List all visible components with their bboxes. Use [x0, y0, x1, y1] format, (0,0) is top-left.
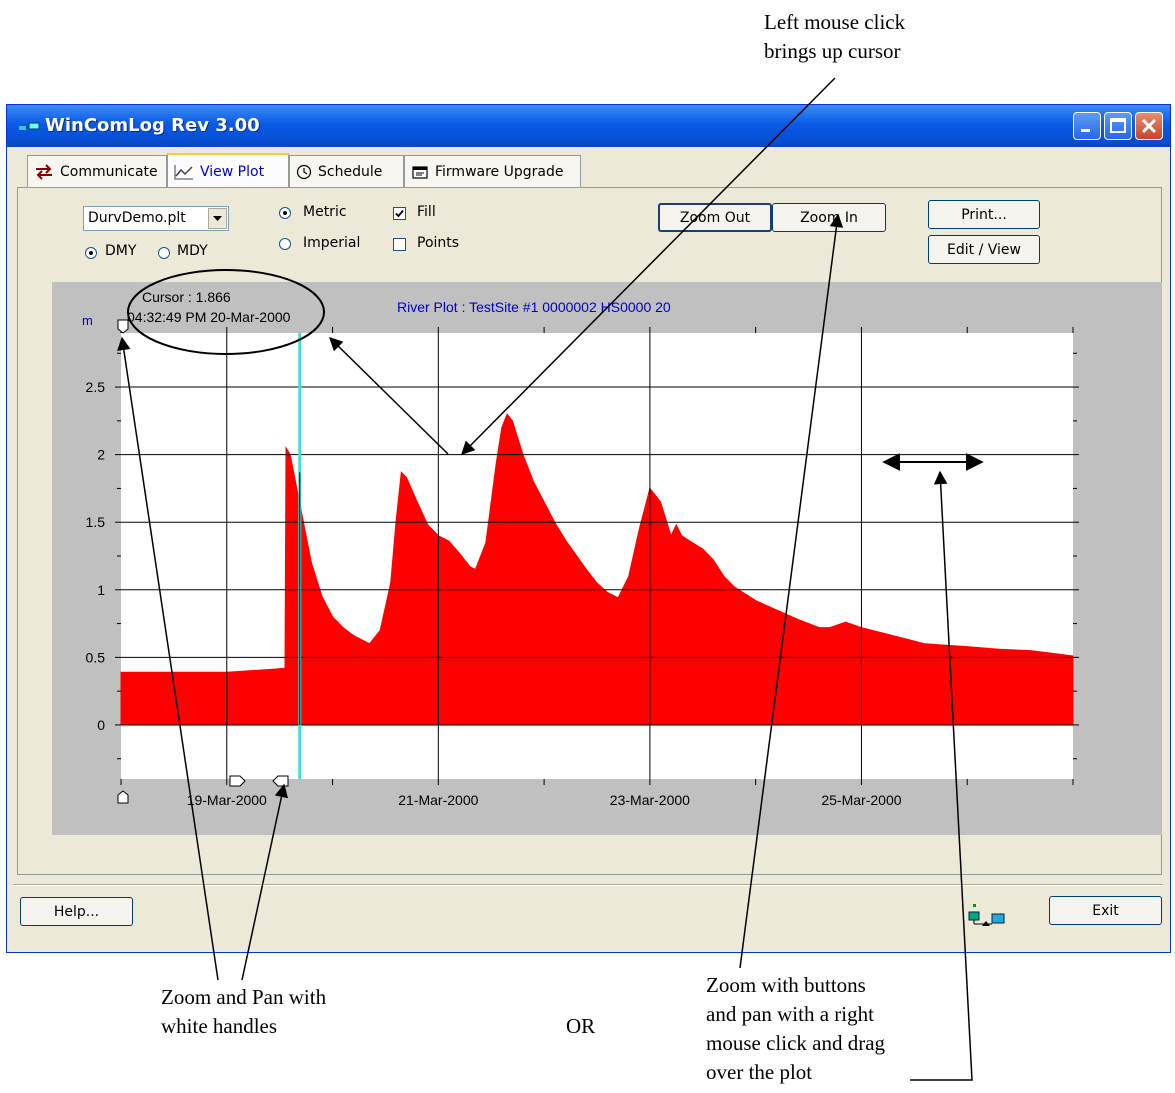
annotation-line: over the plot	[706, 1058, 885, 1087]
annotation-line: and pan with a right	[706, 1000, 885, 1029]
tab-label: Firmware Upgrade	[435, 164, 563, 180]
annotation-line: Left mouse click	[764, 8, 905, 37]
y-tick-label: 1.5	[86, 514, 106, 530]
checkmark-icon	[394, 208, 405, 219]
x-tick-label: 25-Mar-2000	[821, 792, 901, 808]
fill-label: Fill	[417, 204, 436, 220]
cursor-time-readout: 04:32:49 PM 20-Mar-2000	[127, 309, 291, 325]
cursor-value-readout: Cursor : 1.866	[142, 289, 231, 305]
river-plot-chart[interactable]: 0 0.5 1 1.5 2 2.5 19-Mar-2000 21-Mar-2000 23-Mar…	[52, 282, 1162, 835]
mdy-label: MDY	[177, 243, 208, 259]
network-status-icon	[967, 900, 1007, 928]
file-select-value: DurvDemo.plt	[88, 210, 186, 226]
chevron-down-icon	[209, 209, 226, 228]
fill-checkbox[interactable]	[393, 207, 406, 220]
metric-label: Metric	[303, 204, 347, 220]
minimize-button[interactable]	[1073, 112, 1101, 140]
dmy-label: DMY	[105, 243, 136, 259]
minimize-icon	[1074, 113, 1100, 139]
annotation-cursor-note: Left mouse click brings up cursor	[764, 8, 905, 66]
plot-area[interactable]: 0 0.5 1 1.5 2 2.5 19-Mar-2000 21-Mar-2000 23-Mar…	[52, 282, 1162, 835]
mdy-radio[interactable]	[158, 247, 170, 259]
annotation-handles-note: Zoom and Pan with white handles	[161, 983, 326, 1041]
annotation-line: brings up cursor	[764, 37, 905, 66]
tab-schedule[interactable]: Schedule	[289, 155, 404, 187]
status-separator	[13, 884, 1163, 886]
annotation-zoom-note: Zoom with buttons and pan with a right m…	[706, 971, 885, 1087]
close-button[interactable]	[1135, 112, 1163, 140]
points-checkbox[interactable]	[393, 238, 406, 251]
line-graph-icon	[174, 164, 194, 180]
app-logo-icon	[17, 117, 43, 135]
annotation-line: Zoom with buttons	[706, 971, 885, 1000]
y-tick-label: 0	[97, 717, 105, 733]
chart-title: River Plot : TestSite #1 0000002 HS0000 …	[397, 299, 671, 315]
y-tick-label: 2.5	[86, 379, 106, 395]
file-select[interactable]: DurvDemo.plt	[83, 206, 229, 231]
metric-radio[interactable]	[279, 207, 291, 219]
annotation-line: mouse click and drag	[706, 1029, 885, 1058]
annotation-line: white handles	[161, 1012, 326, 1041]
annotation-or: OR	[566, 1012, 595, 1041]
tab-label: Communicate	[60, 164, 158, 180]
y-tick-label: 0.5	[86, 649, 106, 665]
y-min-handle[interactable]	[118, 791, 128, 803]
imperial-radio[interactable]	[279, 238, 291, 250]
x-tick-label: 23-Mar-2000	[610, 792, 690, 808]
exit-button[interactable]: Exit	[1049, 896, 1162, 925]
title-bar[interactable]: WinComLog Rev 3.00	[7, 105, 1170, 147]
clock-icon	[296, 164, 312, 180]
points-label: Points	[417, 235, 459, 251]
transfer-arrows-icon	[34, 164, 54, 180]
x-tick-label: 21-Mar-2000	[398, 792, 478, 808]
y-axis-label: m	[82, 313, 93, 328]
tab-label: Schedule	[318, 164, 382, 180]
close-icon	[1136, 113, 1162, 139]
tab-communicate[interactable]: Communicate	[27, 155, 167, 187]
dmy-radio[interactable]	[85, 247, 97, 259]
tab-view-plot[interactable]: View Plot	[167, 153, 289, 188]
chip-icon	[411, 164, 429, 180]
help-button[interactable]: Help...	[20, 897, 133, 926]
edit-view-button[interactable]: Edit / View	[928, 235, 1040, 264]
maximize-button[interactable]	[1104, 112, 1132, 140]
file-select-dropdown-button[interactable]	[208, 208, 227, 229]
tab-firmware-upgrade[interactable]: Firmware Upgrade	[404, 155, 581, 187]
y-tick-label: 2	[97, 447, 105, 463]
y-max-handle[interactable]	[118, 320, 128, 333]
imperial-label: Imperial	[303, 235, 360, 251]
zoom-in-button[interactable]: Zoom In	[772, 203, 886, 232]
window-title: WinComLog Rev 3.00	[45, 115, 260, 136]
maximize-icon	[1105, 113, 1131, 139]
print-button[interactable]: Print...	[928, 200, 1040, 229]
zoom-out-button[interactable]: Zoom Out	[658, 203, 772, 232]
y-tick-label: 1	[97, 582, 105, 598]
tab-label: View Plot	[200, 164, 264, 180]
annotation-line: Zoom and Pan with	[161, 983, 326, 1012]
x-tick-label: 19-Mar-2000	[187, 792, 267, 808]
